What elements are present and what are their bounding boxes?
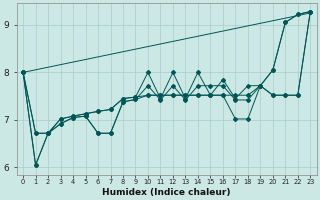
X-axis label: Humidex (Indice chaleur): Humidex (Indice chaleur) (102, 188, 231, 197)
